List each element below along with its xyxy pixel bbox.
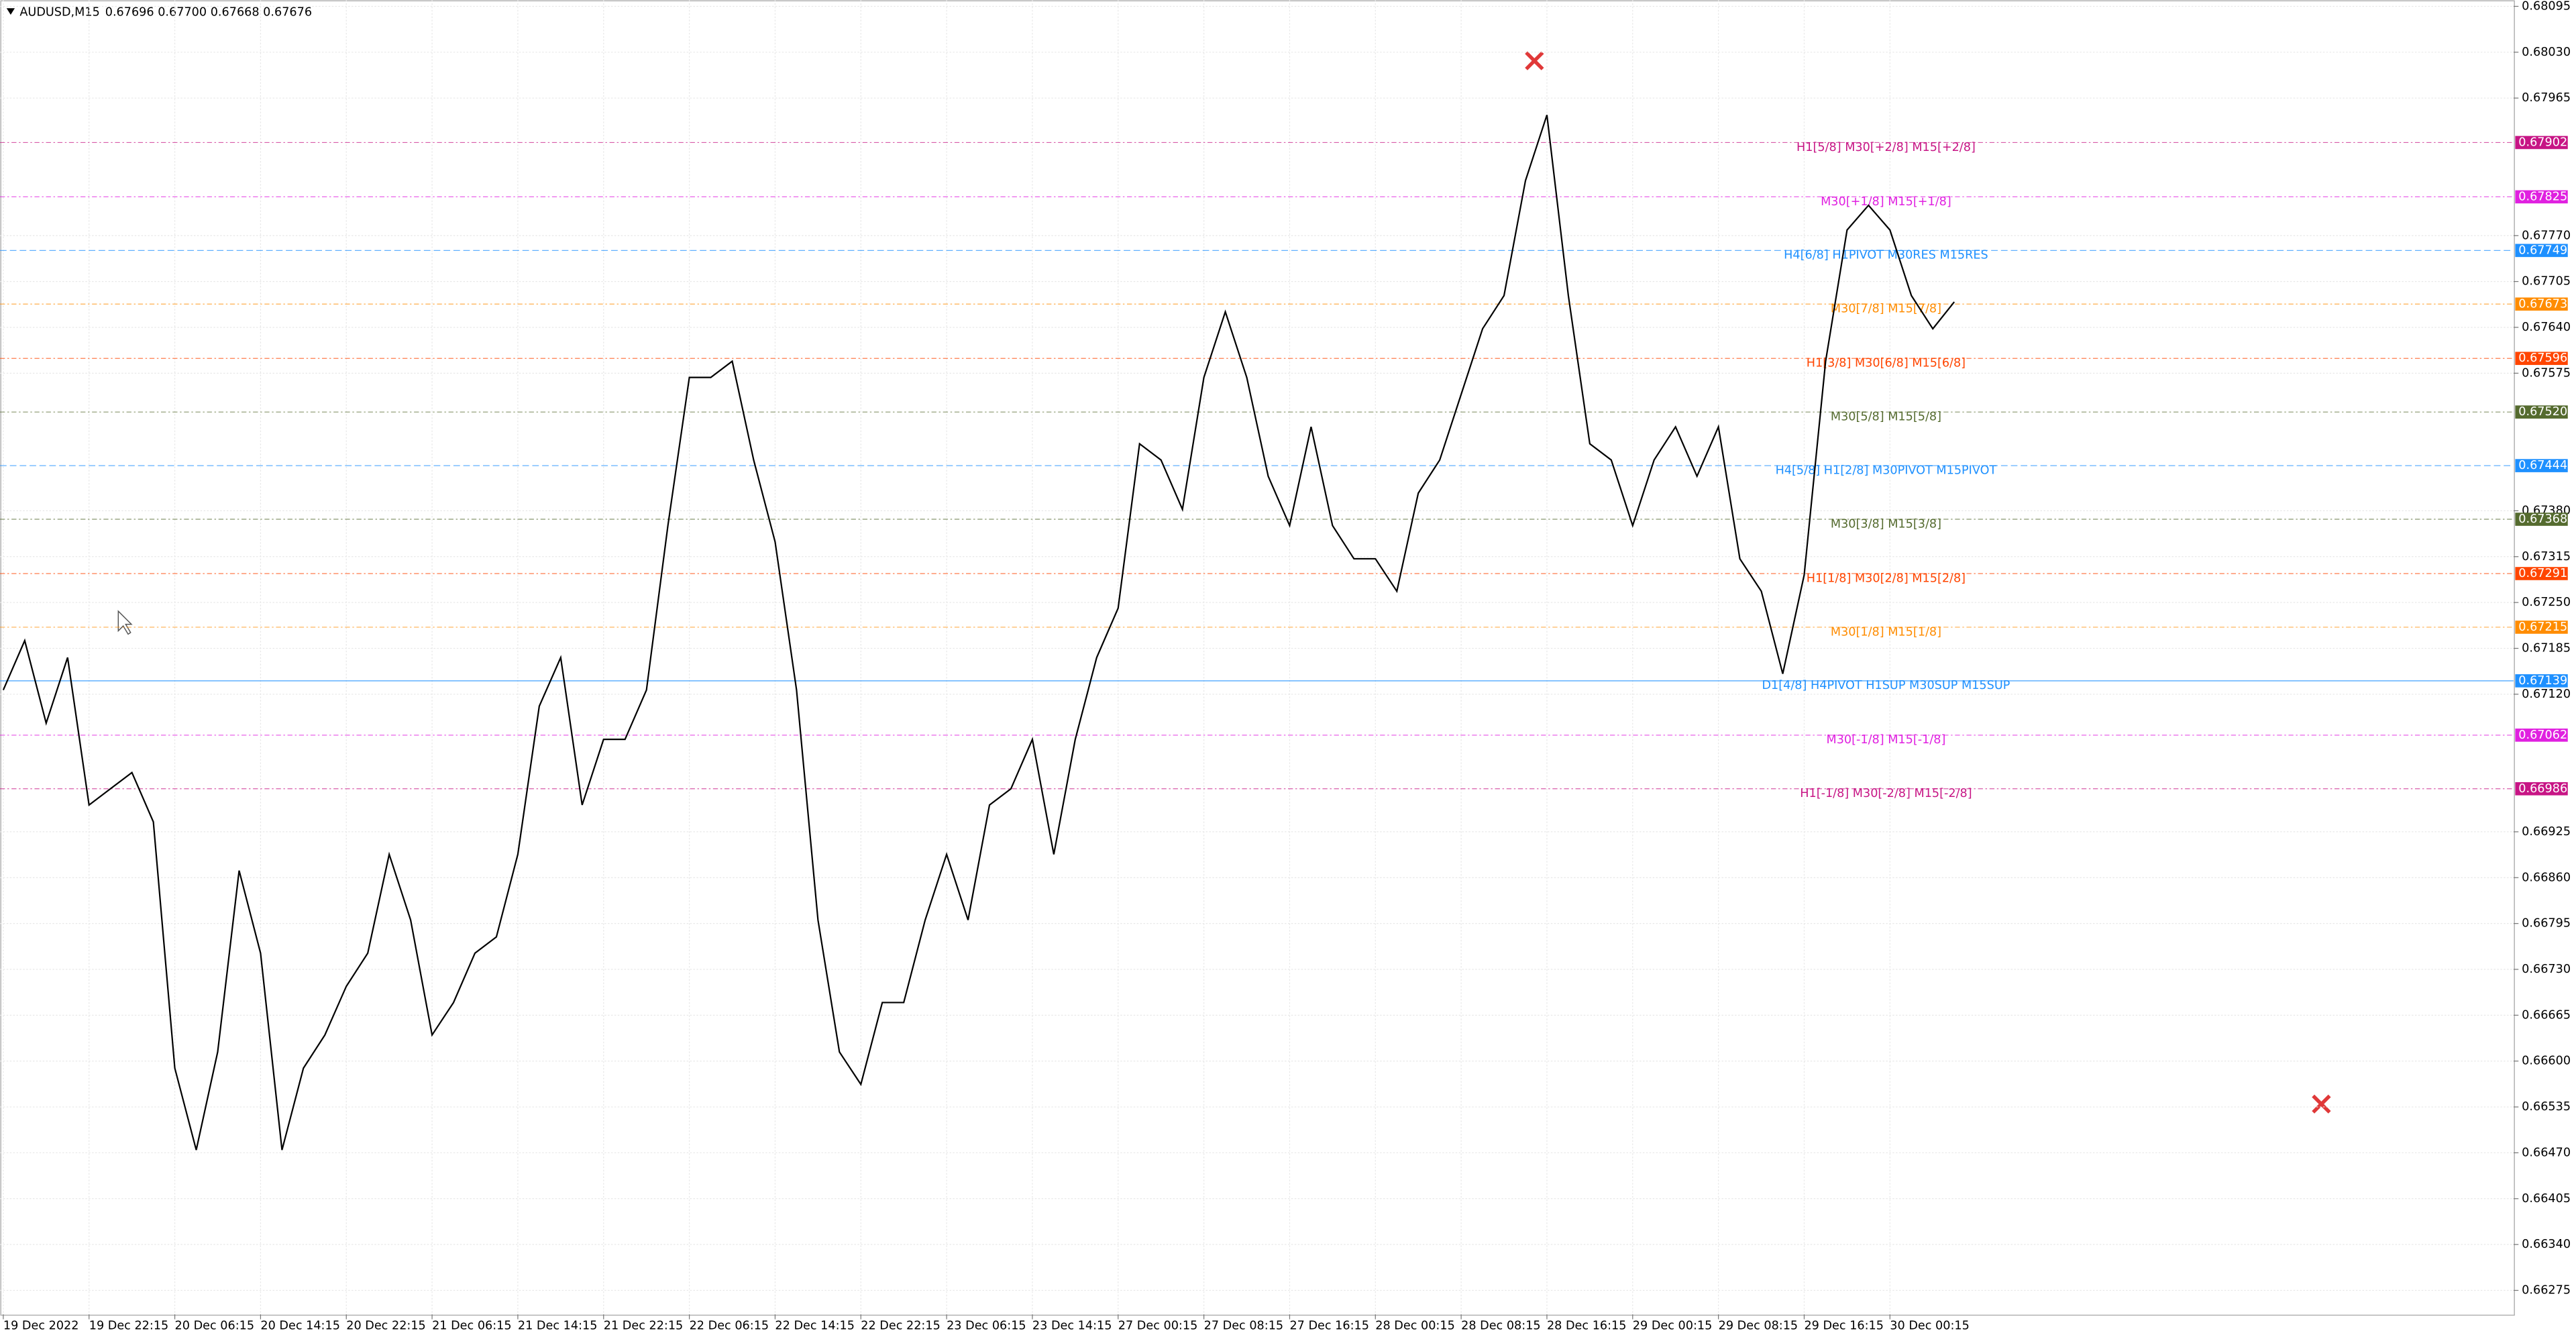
price-header: 0.67696 0.67700 0.67668 0.67676 — [105, 5, 312, 19]
level-price-box — [2515, 190, 2568, 204]
chart-title: AUDUSD,M15 — [19, 5, 99, 19]
x-tick-label: 29 Dec 08:15 — [1719, 1319, 1799, 1332]
x-tick-label: 27 Dec 00:15 — [1118, 1319, 1198, 1332]
x-tick-label: 23 Dec 14:15 — [1032, 1319, 1112, 1332]
level-price-box — [2515, 782, 2568, 796]
y-tick-label: 0.66535 — [2522, 1100, 2571, 1114]
y-tick-label: 0.66730 — [2522, 963, 2571, 976]
y-tick-label: 0.68095 — [2522, 0, 2571, 13]
level-label: H1[-1/8] M30[-2/8] M15[-2/8] — [1800, 787, 1972, 800]
y-tick-label: 0.67575 — [2522, 366, 2571, 380]
level-price-label: 0.67673 — [2518, 297, 2567, 311]
y-tick-label: 0.66470 — [2522, 1146, 2571, 1159]
level-price-label: 0.67291 — [2518, 567, 2567, 580]
level-price-box — [2515, 405, 2568, 419]
x-tick-label: 22 Dec 22:15 — [861, 1319, 941, 1332]
level-price-box — [2515, 729, 2568, 742]
x-tick-label: 21 Dec 06:15 — [432, 1319, 512, 1332]
x-tick-label: 20 Dec 06:15 — [175, 1319, 255, 1332]
x-tick-label: 27 Dec 08:15 — [1204, 1319, 1284, 1332]
level-price-label: 0.67444 — [2518, 459, 2567, 472]
x-tick-label: 21 Dec 22:15 — [604, 1319, 684, 1332]
level-price-label: 0.67825 — [2518, 190, 2567, 203]
x-tick-label: 30 Dec 00:15 — [1890, 1319, 1970, 1332]
y-tick-label: 0.68030 — [2522, 46, 2571, 59]
y-tick-label: 0.66925 — [2522, 825, 2571, 839]
level-price-box — [2515, 136, 2568, 150]
x-tick-label: 23 Dec 06:15 — [947, 1319, 1026, 1332]
price-line — [2, 115, 1955, 1150]
y-tick-label: 0.66275 — [2522, 1284, 2571, 1297]
y-tick-label: 0.67250 — [2522, 596, 2571, 609]
level-label: M30[7/8] M15[7/8] — [1831, 303, 1941, 316]
level-price-label: 0.66986 — [2518, 782, 2567, 796]
level-label: H4[5/8] H1[2/8] M30PIVOT M15PIVOT — [1776, 464, 1997, 477]
y-tick-label: 0.67770 — [2522, 229, 2571, 242]
level-label: M30[3/8] M15[3/8] — [1831, 517, 1941, 531]
level-price-label: 0.67215 — [2518, 621, 2567, 634]
level-price-box — [2515, 513, 2568, 526]
y-tick-label: 0.67315 — [2522, 550, 2571, 564]
level-label: M30[-1/8] M15[-1/8] — [1827, 733, 1946, 747]
level-label: H1[3/8] M30[6/8] M15[6/8] — [1807, 357, 1966, 370]
level-label: H1[5/8] M30[+2/8] M15[+2/8] — [1796, 141, 1976, 154]
y-tick-label: 0.66795 — [2522, 917, 2571, 930]
grid — [0, 0, 2514, 1315]
level-price-label: 0.67368 — [2518, 513, 2567, 526]
level-price-label: 0.67062 — [2518, 729, 2567, 742]
plot-frame — [0, 0, 2515, 1316]
x-tick-label: 20 Dec 22:15 — [346, 1319, 426, 1332]
y-tick-label: 0.67965 — [2522, 91, 2571, 105]
y-tick-label: 0.66665 — [2522, 1008, 2571, 1022]
level-price-box — [2515, 297, 2568, 311]
mouse-cursor — [117, 610, 133, 635]
x-tick-label: 19 Dec 2022 — [3, 1319, 79, 1332]
level-label: H1[1/8] M30[2/8] M15[2/8] — [1807, 572, 1966, 585]
y-tick-label: 0.67120 — [2522, 688, 2571, 701]
x-tick-label: 27 Dec 16:15 — [1289, 1319, 1369, 1332]
x-tick-label: 21 Dec 14:15 — [518, 1319, 598, 1332]
x-tick-label: 28 Dec 16:15 — [1547, 1319, 1627, 1332]
level-label: H4[6/8] H1PIVOT M30RES M15RES — [1784, 249, 1988, 262]
level-label: M30[1/8] M15[1/8] — [1831, 625, 1941, 639]
level-price-label: 0.67749 — [2518, 244, 2567, 257]
level-price-box — [2515, 244, 2568, 258]
level-price-box — [2515, 674, 2568, 688]
level-label: D1[4/8] H4PIVOT H1SUP M30SUP M15SUP — [1762, 679, 2010, 692]
x-tick-label: 28 Dec 00:15 — [1375, 1319, 1455, 1332]
level-label: M30[5/8] M15[5/8] — [1831, 411, 1941, 424]
level-price-box — [2515, 621, 2568, 634]
y-tick-label: 0.66600 — [2522, 1055, 2571, 1068]
level-label: M30[+1/8] M15[+1/8] — [1821, 195, 1951, 209]
x-tick-label: 20 Dec 14:15 — [260, 1319, 340, 1332]
y-tick-label: 0.66340 — [2522, 1238, 2571, 1251]
level-price-label: 0.67902 — [2518, 136, 2567, 149]
level-price-label: 0.67139 — [2518, 674, 2567, 688]
y-tick-label: 0.66405 — [2522, 1192, 2571, 1206]
menu-arrow — [6, 8, 15, 15]
delete-marker — [2312, 1094, 2331, 1114]
y-tick-label: 0.67185 — [2522, 641, 2571, 655]
level-price-label: 0.67520 — [2518, 405, 2567, 419]
x-tick-label: 29 Dec 16:15 — [1804, 1319, 1884, 1332]
level-price-box — [2515, 459, 2568, 472]
y-tick-label: 0.67640 — [2522, 321, 2571, 334]
y-tick-label: 0.67705 — [2522, 275, 2571, 288]
level-price-box — [2515, 567, 2568, 580]
y-tick-label: 0.66860 — [2522, 871, 2571, 884]
x-tick-label: 19 Dec 22:15 — [89, 1319, 169, 1332]
x-tick-label: 28 Dec 08:15 — [1461, 1319, 1541, 1332]
level-price-box — [2515, 352, 2568, 366]
x-tick-label: 22 Dec 06:15 — [690, 1319, 769, 1332]
delete-marker — [1525, 51, 1544, 70]
level-price-label: 0.67596 — [2518, 352, 2567, 365]
x-tick-label: 22 Dec 14:15 — [775, 1319, 855, 1332]
x-tick-label: 29 Dec 00:15 — [1633, 1319, 1713, 1332]
